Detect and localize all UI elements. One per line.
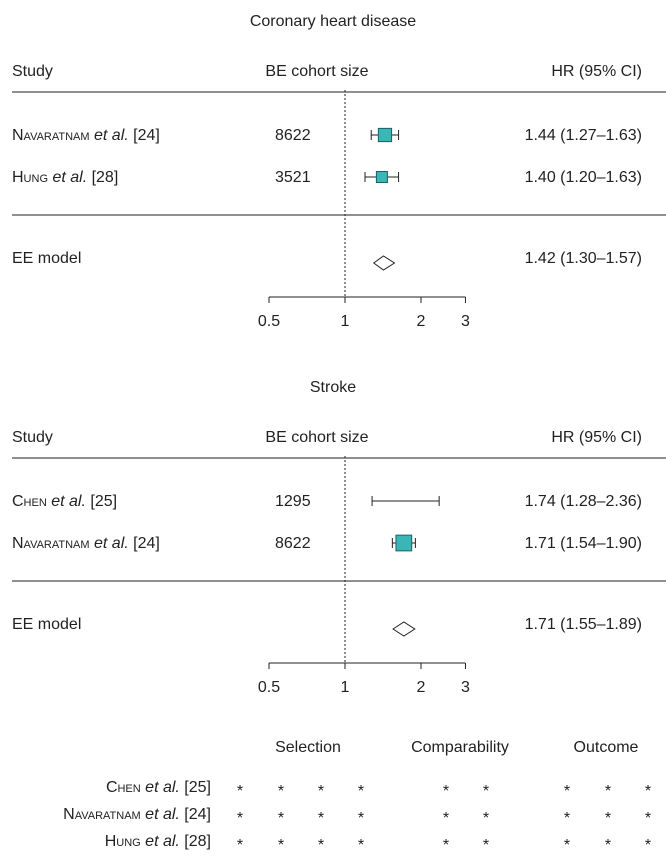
quality-star: * (358, 783, 364, 800)
quality-star: * (443, 837, 449, 854)
quality-star: * (645, 783, 651, 800)
header-cohort-size: BE cohort size (265, 429, 368, 446)
quality-star: * (237, 810, 243, 827)
x-tick-label: 2 (417, 313, 426, 330)
table-study-name: Chen et al. [25] (106, 779, 211, 796)
quality-star: * (564, 810, 570, 827)
study-author: Navaratnam (12, 535, 90, 552)
study-cohort-size: 8622 (275, 127, 311, 144)
study-ref: [28] (87, 169, 118, 186)
quality-star: * (564, 837, 570, 854)
x-tick-label: 2 (417, 679, 426, 696)
quality-star: * (443, 783, 449, 800)
study-et-al: et al. (141, 833, 180, 850)
model-name: EE model (12, 250, 81, 267)
study-hr-label: 1.40 (1.20–1.63) (525, 169, 642, 186)
study-estimate-box (377, 127, 393, 143)
panel-title: Stroke (310, 379, 356, 396)
table-header-2: Outcome (574, 739, 639, 756)
header-study: Study (12, 63, 53, 80)
quality-star: * (358, 837, 364, 854)
header-study: Study (12, 429, 53, 446)
x-tick-label: 3 (461, 313, 470, 330)
table-study-name: Hung et al. [28] (105, 833, 211, 850)
study-hr-label: 1.44 (1.27–1.63) (525, 127, 642, 144)
quality-star: * (278, 783, 284, 800)
model-hr-label: 1.71 (1.55–1.89) (525, 616, 642, 633)
quality-star: * (443, 810, 449, 827)
x-tick-label: 3 (461, 679, 470, 696)
quality-star: * (645, 810, 651, 827)
quality-star: * (483, 783, 489, 800)
model-diamond (392, 621, 416, 637)
table-header-1: Comparability (411, 739, 509, 756)
quality-star: * (358, 810, 364, 827)
study-hr-label: 1.71 (1.54–1.90) (525, 535, 642, 552)
quality-star: * (237, 783, 243, 800)
quality-star: * (605, 810, 611, 827)
study-ref: [28] (180, 833, 211, 850)
model-hr-label: 1.42 (1.30–1.57) (525, 250, 642, 267)
x-tick-label: 1 (341, 679, 350, 696)
study-author: Chen (106, 779, 141, 796)
study-author: Chen (12, 493, 47, 510)
table-study-name: Navaratnam et al. [24] (63, 806, 211, 823)
study-author: Hung (105, 833, 141, 850)
study-cohort-size: 1295 (275, 493, 311, 510)
panel-title: Coronary heart disease (250, 13, 416, 30)
study-et-al: et al. (47, 493, 86, 510)
x-tick-label: 0.5 (258, 679, 280, 696)
study-ref: [25] (86, 493, 117, 510)
quality-star: * (564, 783, 570, 800)
quality-star: * (483, 837, 489, 854)
quality-star: * (645, 837, 651, 854)
study-estimate-box (395, 534, 413, 552)
study-et-al: et al. (90, 127, 129, 144)
study-name: Hung et al. [28] (12, 169, 118, 186)
study-name: Chen et al. [25] (12, 493, 117, 510)
study-ref: [24] (129, 535, 160, 552)
study-cohort-size: 8622 (275, 535, 311, 552)
study-name: Navaratnam et al. [24] (12, 127, 160, 144)
quality-star: * (237, 837, 243, 854)
study-et-al: et al. (48, 169, 87, 186)
study-estimate-box (375, 170, 388, 184)
quality-star: * (278, 810, 284, 827)
model-name: EE model (12, 616, 81, 633)
study-ref: [24] (129, 127, 160, 144)
study-name: Navaratnam et al. [24] (12, 535, 160, 552)
quality-star: * (483, 810, 489, 827)
x-tick-label: 1 (341, 313, 350, 330)
study-ref: [24] (180, 806, 211, 823)
x-tick-label: 0.5 (258, 313, 280, 330)
header-hr: HR (95% CI) (551, 63, 642, 80)
model-diamond (372, 255, 396, 271)
quality-star: * (318, 810, 324, 827)
quality-star: * (318, 783, 324, 800)
header-cohort-size: BE cohort size (265, 63, 368, 80)
study-author: Navaratnam (63, 806, 141, 823)
study-ref: [25] (180, 779, 211, 796)
quality-star: * (318, 837, 324, 854)
study-et-al: et al. (90, 535, 129, 552)
quality-star: * (278, 837, 284, 854)
study-hr-label: 1.74 (1.28–2.36) (525, 493, 642, 510)
study-author: Hung (12, 169, 48, 186)
study-cohort-size: 3521 (275, 169, 311, 186)
study-et-al: et al. (141, 806, 180, 823)
quality-star: * (605, 837, 611, 854)
study-et-al: et al. (141, 779, 180, 796)
quality-star: * (605, 783, 611, 800)
table-header-0: Selection (275, 739, 341, 756)
header-hr: HR (95% CI) (551, 429, 642, 446)
study-author: Navaratnam (12, 127, 90, 144)
